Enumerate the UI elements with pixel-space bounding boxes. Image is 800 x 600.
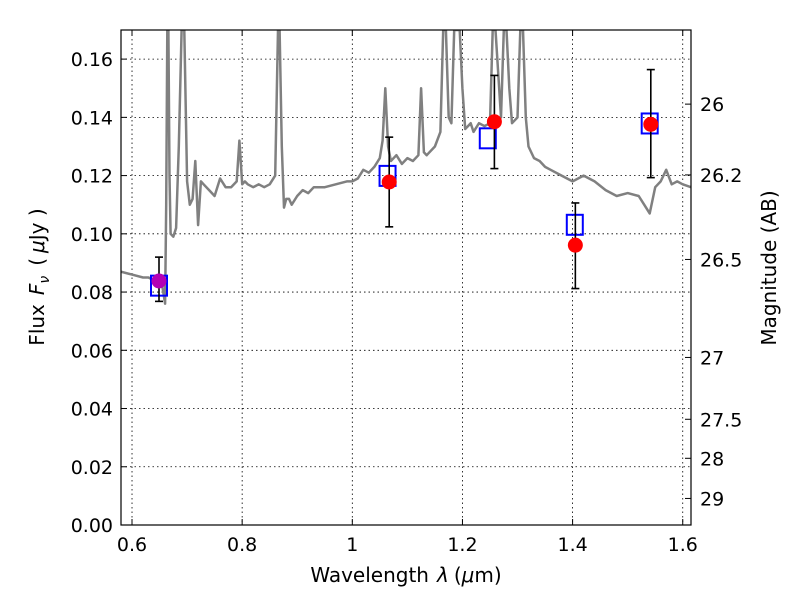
y-axis-label: FluxFν(μJy ): [25, 208, 53, 345]
plot-frame: [120, 29, 692, 526]
observed-point: [151, 273, 167, 289]
model-band-square: [478, 127, 497, 150]
y-tick-label: 0.06: [71, 340, 113, 362]
y2-tick-label: 29: [700, 488, 724, 510]
y-tick-label: 0.16: [71, 49, 113, 71]
x-tick-label: 1: [346, 534, 358, 556]
y2-tick-label: 26.2: [700, 165, 742, 187]
x-tick-label: 0.6: [117, 534, 147, 556]
observed-point: [381, 174, 397, 190]
x-tick-label: 1.4: [557, 534, 587, 556]
observed-point: [567, 237, 583, 253]
x-tick-label: 0.8: [227, 534, 257, 556]
right-axis-label: Magnitude (AB): [757, 190, 781, 345]
plot-series: [121, 30, 691, 305]
observed-point: [486, 114, 502, 130]
y-tick-label: 0.00: [71, 515, 113, 537]
y-tick-label: 0.08: [71, 282, 113, 304]
x-tick-label: 1.6: [668, 534, 698, 556]
y-tick-label: 0.12: [71, 166, 113, 188]
model-spectrum-line: [121, 30, 691, 305]
y2-tick-label: 27.5: [700, 409, 742, 431]
y-tick-label: 0.02: [71, 457, 113, 479]
axis-ticks: 0.6 0.8 1 1.2 1.4 1.6 0.00 0.02 0.04 0.06 0.08 0.10…: [71, 30, 742, 556]
x-tick-label: 1.2: [447, 534, 477, 556]
grid-lines: [121, 30, 691, 526]
observed-point: [643, 116, 659, 132]
y2-tick-label: 26.5: [700, 249, 742, 271]
y-tick-label: 0.10: [71, 224, 113, 246]
y2-tick-label: 28: [700, 448, 724, 470]
y-tick-label: 0.04: [71, 399, 113, 421]
y2-tick-label: 26: [700, 94, 724, 116]
x-axis-label: Wavelength λ (μm): [310, 563, 501, 587]
y-tick-label: 0.14: [71, 107, 113, 129]
y2-tick-label: 27: [700, 347, 724, 369]
